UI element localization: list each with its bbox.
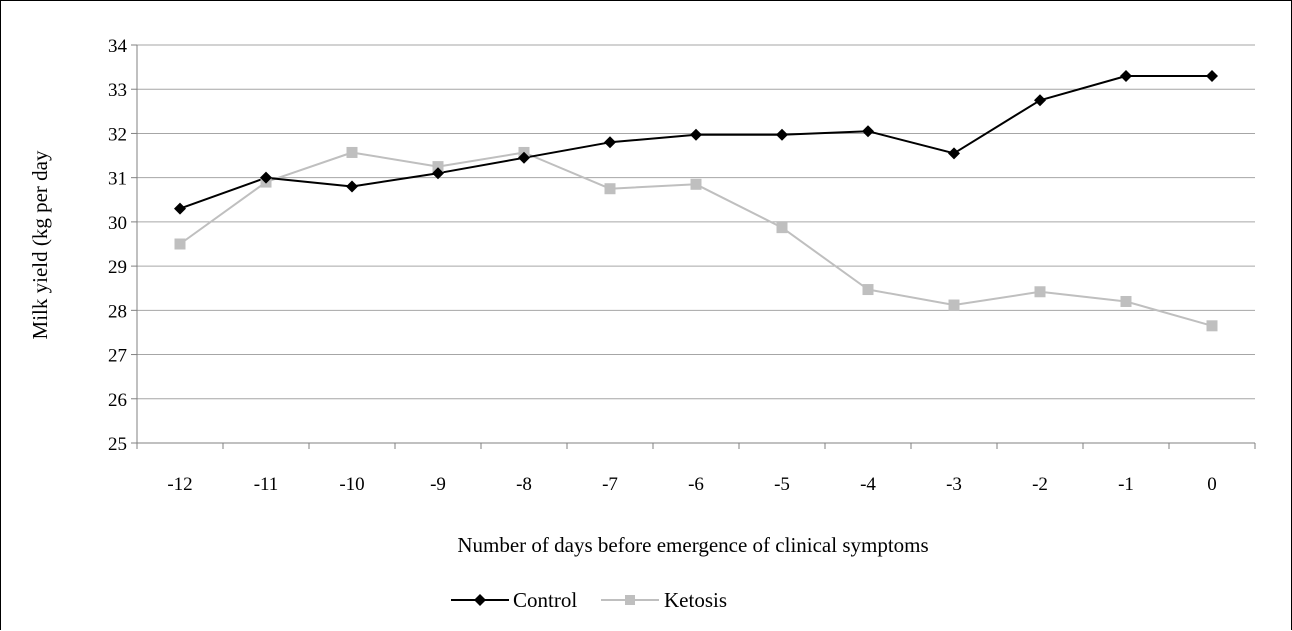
legend-control-marker: [474, 594, 486, 606]
legend: Control Ketosis: [451, 588, 727, 612]
data-point-control: [604, 136, 616, 149]
data-point-ketosis: [432, 161, 444, 173]
x-tick-label: -3: [946, 474, 962, 495]
legend-ketosis-marker: [625, 595, 635, 605]
series-line-ketosis: [179, 151, 1213, 327]
data-point-ketosis: [174, 238, 186, 250]
y-tick-label: 31: [108, 169, 127, 190]
y-tick-label: 34: [108, 36, 128, 57]
data-point-control: [1206, 69, 1218, 82]
y-axis-label: Milk yield (kg per day: [28, 150, 52, 339]
x-tick-label: 0: [1207, 474, 1217, 495]
data-point-control: [862, 125, 874, 138]
x-tick-label: -1: [1118, 474, 1134, 495]
x-tick-label: -6: [688, 474, 704, 495]
series-lines: [179, 75, 1213, 327]
x-tick-label: -8: [516, 474, 532, 495]
x-tick-label: -11: [254, 474, 279, 495]
data-point-ketosis: [776, 222, 788, 234]
data-point-control: [1120, 69, 1132, 82]
data-point-control: [518, 151, 530, 164]
data-point-ketosis: [346, 146, 358, 158]
y-tick-label: 26: [108, 390, 127, 411]
x-axis-label: Number of days before emergence of clini…: [457, 533, 928, 557]
data-point-control: [776, 128, 788, 141]
data-point-ketosis: [862, 284, 874, 296]
data-point-ketosis: [1120, 295, 1132, 307]
y-tick-label: 29: [108, 257, 127, 278]
x-tick-label: -12: [167, 474, 192, 495]
y-tick-label: 32: [108, 124, 127, 145]
axes: [131, 44, 1256, 449]
x-tick-label: -9: [430, 474, 446, 495]
y-tick-labels: 25 26 27 28 29 30 31 32 33 34: [108, 36, 128, 455]
data-point-control: [690, 128, 702, 141]
x-tick-label: -2: [1032, 474, 1048, 495]
data-point-ketosis: [690, 178, 702, 190]
legend-ketosis-label: Ketosis: [664, 588, 727, 612]
y-tick-label: 25: [108, 434, 127, 455]
y-tick-label: 28: [108, 301, 127, 322]
data-point-control: [346, 180, 358, 193]
series-markers: [174, 69, 1218, 332]
data-point-control: [948, 147, 960, 160]
x-tick-label: -4: [860, 474, 876, 495]
data-point-ketosis: [1206, 320, 1218, 332]
data-point-control: [1034, 94, 1046, 107]
data-point-ketosis: [604, 183, 616, 195]
gridlines: [137, 44, 1255, 400]
x-tick-labels: -12 -11 -10 -9 -8 -7 -6 -5 -4 -3 -2 -1 0: [167, 474, 1216, 495]
x-tick-label: -10: [339, 474, 364, 495]
data-point-control: [432, 167, 444, 180]
x-tick-label: -7: [602, 474, 618, 495]
y-tick-label: 33: [108, 80, 127, 101]
data-point-control: [260, 171, 272, 184]
data-point-ketosis: [1034, 286, 1046, 298]
x-tick-label: -5: [774, 474, 790, 495]
y-tick-label: 27: [108, 346, 127, 367]
data-point-ketosis: [948, 299, 960, 311]
data-point-control: [174, 202, 186, 215]
legend-control-label: Control: [513, 588, 577, 612]
y-tick-label: 30: [108, 213, 127, 234]
